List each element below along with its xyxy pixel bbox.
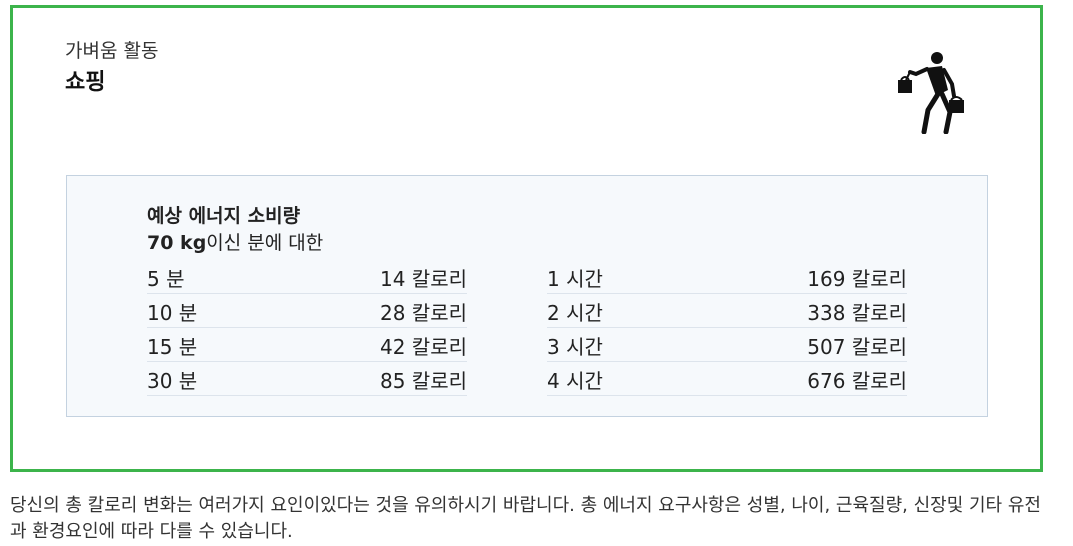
duration-label: 3 시간 [547,334,603,359]
duration-label: 5 분 [147,266,185,291]
table-row: 1 시간 169 칼로리 [547,261,907,294]
duration-label: 30 분 [147,368,198,393]
calorie-value: 169 칼로리 [807,266,907,291]
table-row: 30 분 85 칼로리 [147,363,467,396]
table-row: 10 분 28 칼로리 [147,295,467,328]
minutes-table: 5 분 14 칼로리 10 분 28 칼로리 15 분 42 칼로리 30 분 … [147,261,467,397]
activity-card: 가벼움 활동 쇼핑 예상 에너지 소비량 70 kg이신 분에 대한 5 분 1… [10,5,1043,472]
duration-label: 1 시간 [547,266,603,291]
calorie-value: 42 칼로리 [379,334,467,359]
table-row: 4 시간 676 칼로리 [547,363,907,396]
calorie-value: 85 칼로리 [379,368,467,393]
calorie-value: 28 칼로리 [379,300,467,325]
duration-label: 10 분 [147,300,198,325]
calorie-disclaimer: 당신의 총 칼로리 변화는 여러가지 요인이있다는 것을 유의하시기 바랍니다.… [10,495,1041,542]
duration-label: 4 시간 [547,368,603,393]
activity-title: 쇼핑 [65,70,106,95]
energy-subtitle: 70 kg이신 분에 대한 [147,228,323,255]
table-row: 3 시간 507 칼로리 [547,329,907,362]
energy-estimate-box: 예상 에너지 소비량 70 kg이신 분에 대한 5 분 14 칼로리 10 분… [66,175,988,417]
calorie-value: 338 칼로리 [807,300,907,325]
table-row: 5 분 14 칼로리 [147,261,467,294]
calorie-value: 14 칼로리 [379,266,467,291]
calorie-value: 507 칼로리 [807,334,907,359]
calorie-value: 676 칼로리 [807,368,907,393]
table-row: 15 분 42 칼로리 [147,329,467,362]
hours-table: 1 시간 169 칼로리 2 시간 338 칼로리 3 시간 507 칼로리 4… [547,261,907,397]
shopping-person-icon [898,52,964,134]
weight-suffix: 이신 분에 대한 [206,232,324,254]
duration-label: 15 분 [147,334,198,359]
body-weight: 70 kg [147,232,207,254]
energy-title: 예상 에너지 소비량 [147,205,301,227]
duration-label: 2 시간 [547,300,603,325]
table-row: 2 시간 338 칼로리 [547,295,907,328]
activity-category: 가벼움 활동 [65,40,159,62]
